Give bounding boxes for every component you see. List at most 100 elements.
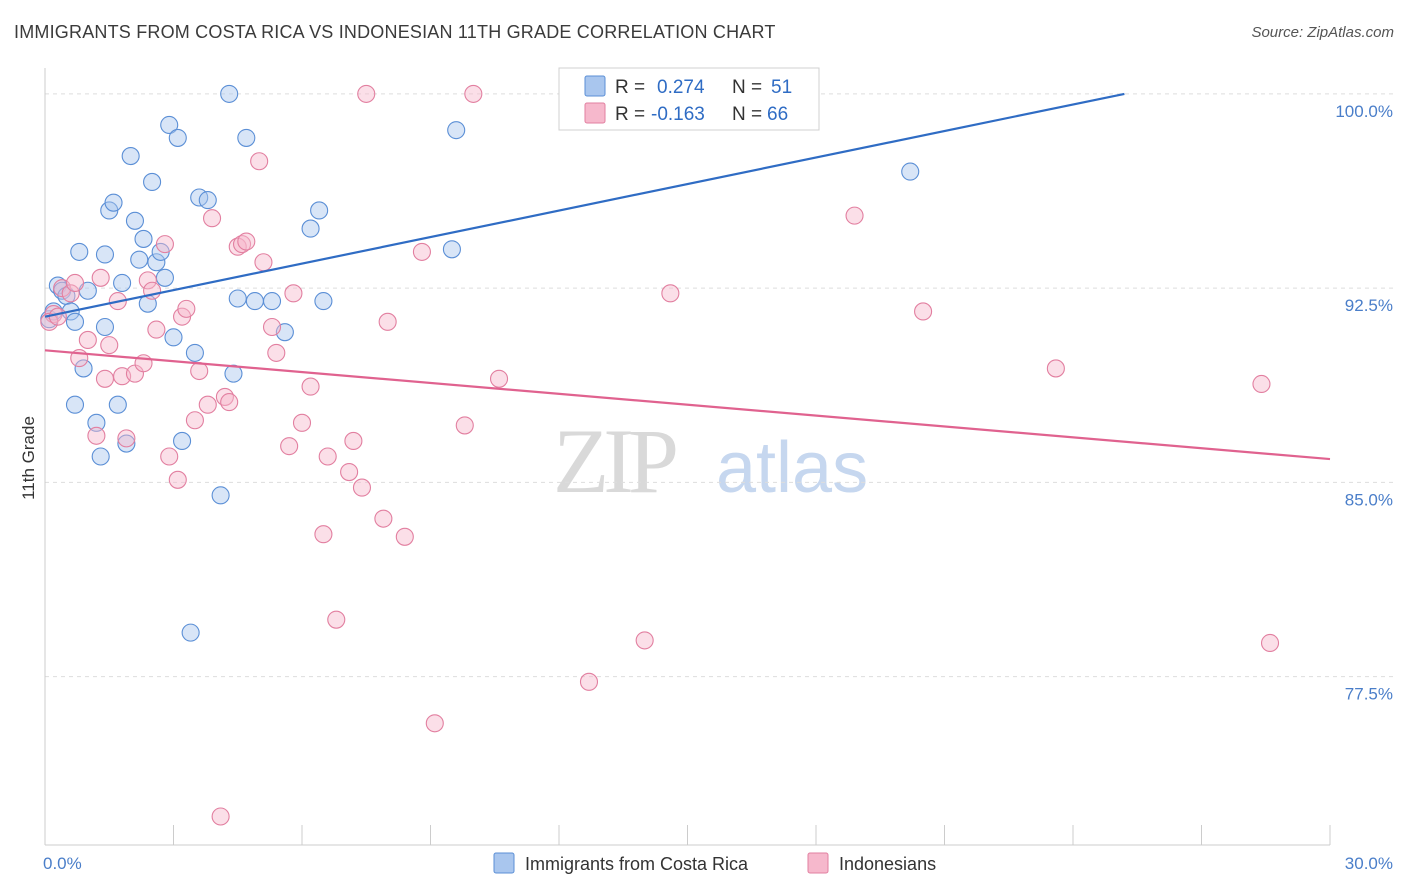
- point-pink-44: [340, 462, 359, 482]
- point-pink-41: [314, 525, 333, 544]
- point-blue-16: [104, 193, 123, 212]
- point-pink-40: [301, 377, 320, 396]
- legend-label-costa-rica: Immigrants from Costa Rica: [525, 854, 749, 874]
- point-pink-54: [464, 84, 483, 103]
- point-blue-47: [314, 292, 333, 311]
- point-pink-62: [1252, 374, 1271, 394]
- point-pink-49: [378, 312, 397, 331]
- point-blue-31: [168, 128, 187, 147]
- y-tick-label-3: 77.5%: [1345, 685, 1393, 704]
- point-blue-46: [310, 201, 329, 220]
- point-pink-7: [91, 268, 110, 287]
- point-blue-36: [198, 191, 217, 210]
- point-pink-57: [635, 631, 654, 650]
- stats-r-value-blue: 0.274: [657, 77, 705, 98]
- y-tick-label-1: 92.5%: [1345, 296, 1393, 315]
- point-pink-45: [344, 431, 363, 451]
- point-blue-37: [211, 486, 230, 505]
- source-label: Source: ZipAtlas.com: [1251, 24, 1394, 41]
- point-pink-5: [78, 330, 97, 350]
- point-pink-25: [198, 395, 217, 414]
- point-blue-38: [220, 84, 239, 103]
- point-blue-29: [160, 115, 179, 135]
- point-pink-65: [48, 307, 67, 326]
- legend-swatch-indonesians: [807, 852, 829, 874]
- stats-n-label-pink: N =: [732, 104, 762, 125]
- point-blue-30: [164, 328, 183, 347]
- point-pink-9: [100, 336, 119, 355]
- point-blue-34: [185, 343, 204, 362]
- point-pink-38: [284, 284, 303, 303]
- series-legend: Immigrants from Costa Rica Indonesians: [493, 852, 936, 874]
- watermark-zip: ZIP: [553, 410, 676, 512]
- point-blue-25: [143, 172, 162, 192]
- point-pink-61: [1046, 359, 1065, 378]
- point-pink-33: [250, 152, 269, 171]
- point-pink-58: [661, 284, 680, 303]
- x-tick-labels: 0.0% 30.0%: [43, 854, 1393, 873]
- point-pink-29: [220, 393, 239, 412]
- point-pink-47: [357, 84, 376, 103]
- y-tick-label-0: 100.0%: [1335, 102, 1393, 121]
- point-pink-64: [40, 312, 59, 331]
- stats-r-value-pink: -0.163: [651, 104, 705, 125]
- point-blue-50: [901, 162, 920, 181]
- point-pink-60: [914, 302, 933, 321]
- point-blue-32: [173, 431, 192, 451]
- point-blue-11: [87, 413, 106, 432]
- point-pink-34: [254, 253, 273, 272]
- stats-n-label-blue: N =: [732, 77, 762, 98]
- point-pink-55: [489, 369, 509, 388]
- point-blue-10: [65, 395, 85, 414]
- point-pink-24: [190, 361, 209, 381]
- point-pink-19: [160, 447, 179, 466]
- trend-line-pink: [44, 349, 1331, 461]
- series-costa-rica-points: [40, 84, 920, 642]
- point-pink-18: [155, 235, 174, 254]
- point-blue-14: [95, 245, 115, 264]
- point-pink-42: [318, 447, 337, 466]
- y-axis-title: 11th Grade: [19, 416, 38, 500]
- point-pink-12: [117, 429, 136, 448]
- point-pink-52: [425, 714, 444, 733]
- stats-legend: R = 0.274 N = 51 R = -0.163 N = 66: [558, 67, 820, 131]
- point-blue-45: [301, 219, 320, 238]
- point-blue-48: [442, 240, 461, 259]
- x-ticks: [44, 825, 1331, 845]
- point-pink-48: [374, 509, 393, 528]
- point-pink-26: [203, 209, 222, 228]
- point-pink-46: [352, 478, 372, 497]
- point-blue-21: [125, 211, 144, 230]
- point-blue-7: [70, 242, 89, 261]
- point-blue-8: [74, 359, 93, 378]
- stats-legend-swatch-pink: [584, 102, 606, 124]
- point-pink-51: [412, 242, 431, 261]
- point-pink-6: [87, 426, 106, 445]
- point-pink-35: [262, 317, 282, 337]
- point-blue-17: [108, 395, 127, 414]
- point-blue-42: [245, 292, 264, 311]
- point-pink-3: [65, 273, 85, 293]
- point-blue-22: [130, 250, 149, 269]
- point-pink-20: [168, 470, 187, 489]
- point-pink-56: [579, 672, 599, 691]
- point-blue-18: [113, 273, 132, 293]
- point-blue-39: [224, 364, 243, 383]
- point-blue-49: [447, 121, 466, 140]
- point-pink-32: [237, 232, 256, 251]
- stats-r-label-blue: R =: [615, 77, 645, 98]
- chart-title: IMMIGRANTS FROM COSTA RICA VS INDONESIAN…: [14, 22, 776, 42]
- x-tick-label-0: 0.0%: [43, 854, 82, 873]
- y-tick-labels: 100.0% 92.5% 85.0% 77.5%: [1335, 102, 1393, 704]
- point-blue-26: [147, 253, 166, 272]
- point-blue-6: [65, 312, 85, 331]
- point-pink-17: [147, 320, 166, 339]
- legend-label-indonesians: Indonesians: [839, 854, 936, 874]
- point-pink-15: [138, 271, 157, 290]
- point-pink-2: [61, 284, 80, 303]
- point-pink-53: [455, 416, 474, 435]
- stats-n-value-blue: 51: [771, 77, 792, 98]
- stats-n-value-pink: 66: [767, 104, 788, 125]
- point-blue-23: [134, 229, 153, 248]
